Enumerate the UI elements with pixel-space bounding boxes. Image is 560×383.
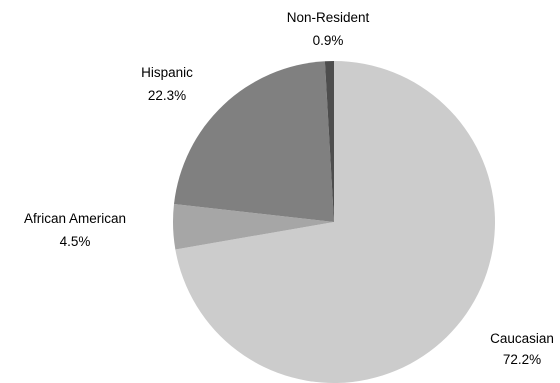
label-non-resident: Non-Resident 0.9% <box>287 10 370 48</box>
label-african-american-name: African American <box>24 211 126 226</box>
label-caucasian-value: 72.2% <box>503 352 541 367</box>
label-non-resident-value: 0.9% <box>313 33 344 48</box>
label-african-american-value: 4.5% <box>60 234 91 249</box>
label-non-resident-name: Non-Resident <box>287 10 370 25</box>
label-hispanic-name: Hispanic <box>141 65 193 80</box>
slice-caucasian <box>175 61 495 383</box>
slice-african-american <box>172 204 334 250</box>
label-african-american: African American 4.5% <box>24 211 126 249</box>
label-hispanic-value: 22.3% <box>148 88 186 103</box>
label-hispanic: Hispanic 22.3% <box>141 65 193 103</box>
pie-slices <box>172 61 495 383</box>
slice-non-resident <box>324 61 334 222</box>
label-caucasian: Caucasian 72.2% <box>490 331 554 367</box>
slice-hispanic <box>174 61 334 223</box>
label-caucasian-name: Caucasian <box>490 331 554 346</box>
